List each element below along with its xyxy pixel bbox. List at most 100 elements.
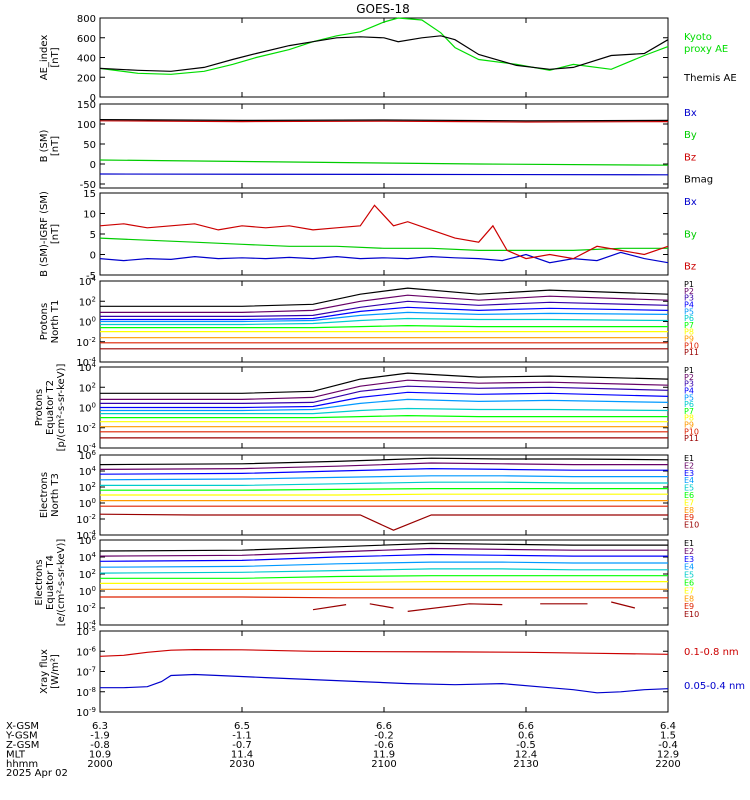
- series-line-e7: [100, 493, 668, 496]
- y-tick-label: 10-4: [76, 619, 96, 632]
- legend-label: E3: [684, 469, 694, 478]
- y-tick-label: 10-7: [76, 666, 96, 679]
- series-line-e4: [99, 561, 668, 568]
- y-axis-label: Equator T2: [45, 380, 56, 435]
- axis-row-label: Z-GSM: [6, 740, 39, 751]
- legend-label: P1: [684, 366, 694, 375]
- y-axis-label: North T1: [50, 300, 61, 344]
- series-line-e2: [99, 462, 668, 470]
- series-line-00504nm: [100, 673, 669, 694]
- legend-label: P1: [684, 280, 694, 289]
- legend-label: 0.1-0.8 nm: [684, 647, 739, 658]
- y-tick-label: 102: [79, 381, 96, 394]
- axis-cell-value: 6.6: [518, 721, 534, 732]
- legend-label: E5: [684, 484, 694, 493]
- legend-label: proxy AE: [684, 44, 728, 55]
- legend-label: E10: [684, 521, 699, 530]
- axis-cell-value: -0.2: [374, 731, 394, 742]
- legend-label: E6: [684, 491, 694, 500]
- series-line-p2: [100, 294, 669, 313]
- series-line-e5: [99, 568, 668, 574]
- legend-label: E2: [684, 547, 694, 556]
- series-line-e4: [99, 475, 668, 481]
- series-line-0108nm: [99, 648, 669, 657]
- series-line-e1: [99, 542, 668, 552]
- y-tick-label: 106: [79, 449, 97, 462]
- axis-cell-value: -0.5: [516, 740, 536, 751]
- legend-label: P3: [684, 294, 694, 303]
- legend-label: P5: [684, 393, 694, 402]
- y-axis-label: North T3: [50, 473, 61, 517]
- y-tick-label: 106: [79, 534, 97, 547]
- series-line-e10: [369, 603, 394, 609]
- y-tick-label: 15: [83, 189, 96, 200]
- y-tick-label: 104: [79, 551, 97, 564]
- y-axis-label: Equator T4: [45, 555, 56, 610]
- y-axis-label: [nT]: [50, 47, 61, 67]
- y-tick-label: 102: [79, 568, 96, 581]
- legend-label: P10: [684, 427, 699, 436]
- axis-cell-value: -0.6: [374, 740, 394, 751]
- legend-label: P10: [684, 341, 699, 350]
- y-tick-label: 10-4: [76, 442, 96, 455]
- y-tick-label: 10: [83, 210, 96, 221]
- y-tick-label: -5: [86, 271, 96, 282]
- series-line-p3: [100, 300, 669, 317]
- series-line-p7: [100, 414, 668, 419]
- plot-frame: [99, 192, 669, 276]
- y-axis-label: B (SM)-IGRF (SM): [39, 191, 50, 277]
- axis-cell-value: 2000: [87, 759, 112, 770]
- series-line-bmag: [99, 119, 669, 122]
- legend-label: Themis AE: [683, 73, 737, 84]
- legend-label: P8: [684, 414, 694, 423]
- legend-label: E10: [684, 610, 699, 619]
- series-line-p4: [100, 391, 669, 409]
- y-axis-label: B (SM): [39, 129, 50, 162]
- legend-label: E7: [684, 498, 694, 507]
- y-tick-label: 5: [90, 230, 96, 241]
- legend-label: Bmag: [684, 175, 713, 186]
- series-line-bz: [99, 204, 669, 260]
- series-line-e6: [100, 488, 668, 491]
- legend-label: E5: [684, 571, 694, 580]
- axis-cell-value: -0.4: [658, 740, 678, 751]
- y-tick-label: 800: [77, 14, 96, 25]
- y-axis-label: Protons: [34, 389, 45, 426]
- y-axis-label: Xray flux: [39, 649, 50, 694]
- axis-cell-value: 12.4: [515, 750, 537, 761]
- y-tick-label: 10-8: [76, 686, 96, 699]
- axis-cell-value: 1.5: [660, 731, 676, 742]
- series-line-p2: [100, 379, 669, 400]
- y-tick-label: 104: [79, 275, 97, 288]
- series-line-e3: [99, 467, 668, 475]
- y-axis-label: [nT]: [50, 224, 61, 244]
- series-line-p3: [100, 385, 669, 404]
- y-tick-label: 600: [77, 34, 96, 45]
- axis-cell-value: 6.4: [660, 721, 676, 732]
- series-line-by: [99, 237, 668, 251]
- y-tick-label: 50: [83, 140, 96, 151]
- axis-cell-value: 12.9: [657, 750, 679, 761]
- series-line-p5: [100, 311, 669, 323]
- panel-pe: 10-4 10-2 100 102 104 Protons Equator T2 [p/(cm…: [34, 361, 699, 455]
- plot-frame: [99, 630, 669, 713]
- panel-bdiff: -5 0 5 10 15 B (SM)-IGRF (SM) [nT] Bx By Bz: [39, 189, 697, 282]
- axis-row-label: hhmm: [6, 759, 38, 770]
- legend-label: Bz: [684, 262, 696, 273]
- panel-pn: 10-4 10-2 100 102 104 Protons North T1 P1P2P3P4…: [39, 275, 699, 369]
- panel-ee: 10-4 10-2 100 102 104 106 Electrons Equator T4[…: [34, 534, 699, 632]
- y-tick-label: 10-4: [76, 529, 96, 542]
- legend-label: Bz: [684, 152, 696, 163]
- axis-row-label: Y-GSM: [5, 731, 38, 742]
- y-tick-label: 10-5: [76, 625, 96, 638]
- legend-label: P3: [684, 380, 694, 389]
- series-line-themisae: [99, 35, 669, 72]
- legend-label: P9: [684, 421, 694, 430]
- axis-cell-value: 2200: [655, 759, 680, 770]
- y-axis-label: Protons: [39, 303, 50, 340]
- y-tick-label: 10-2: [76, 422, 96, 435]
- series-line-p6: [100, 407, 669, 415]
- series-line-p4: [100, 306, 669, 321]
